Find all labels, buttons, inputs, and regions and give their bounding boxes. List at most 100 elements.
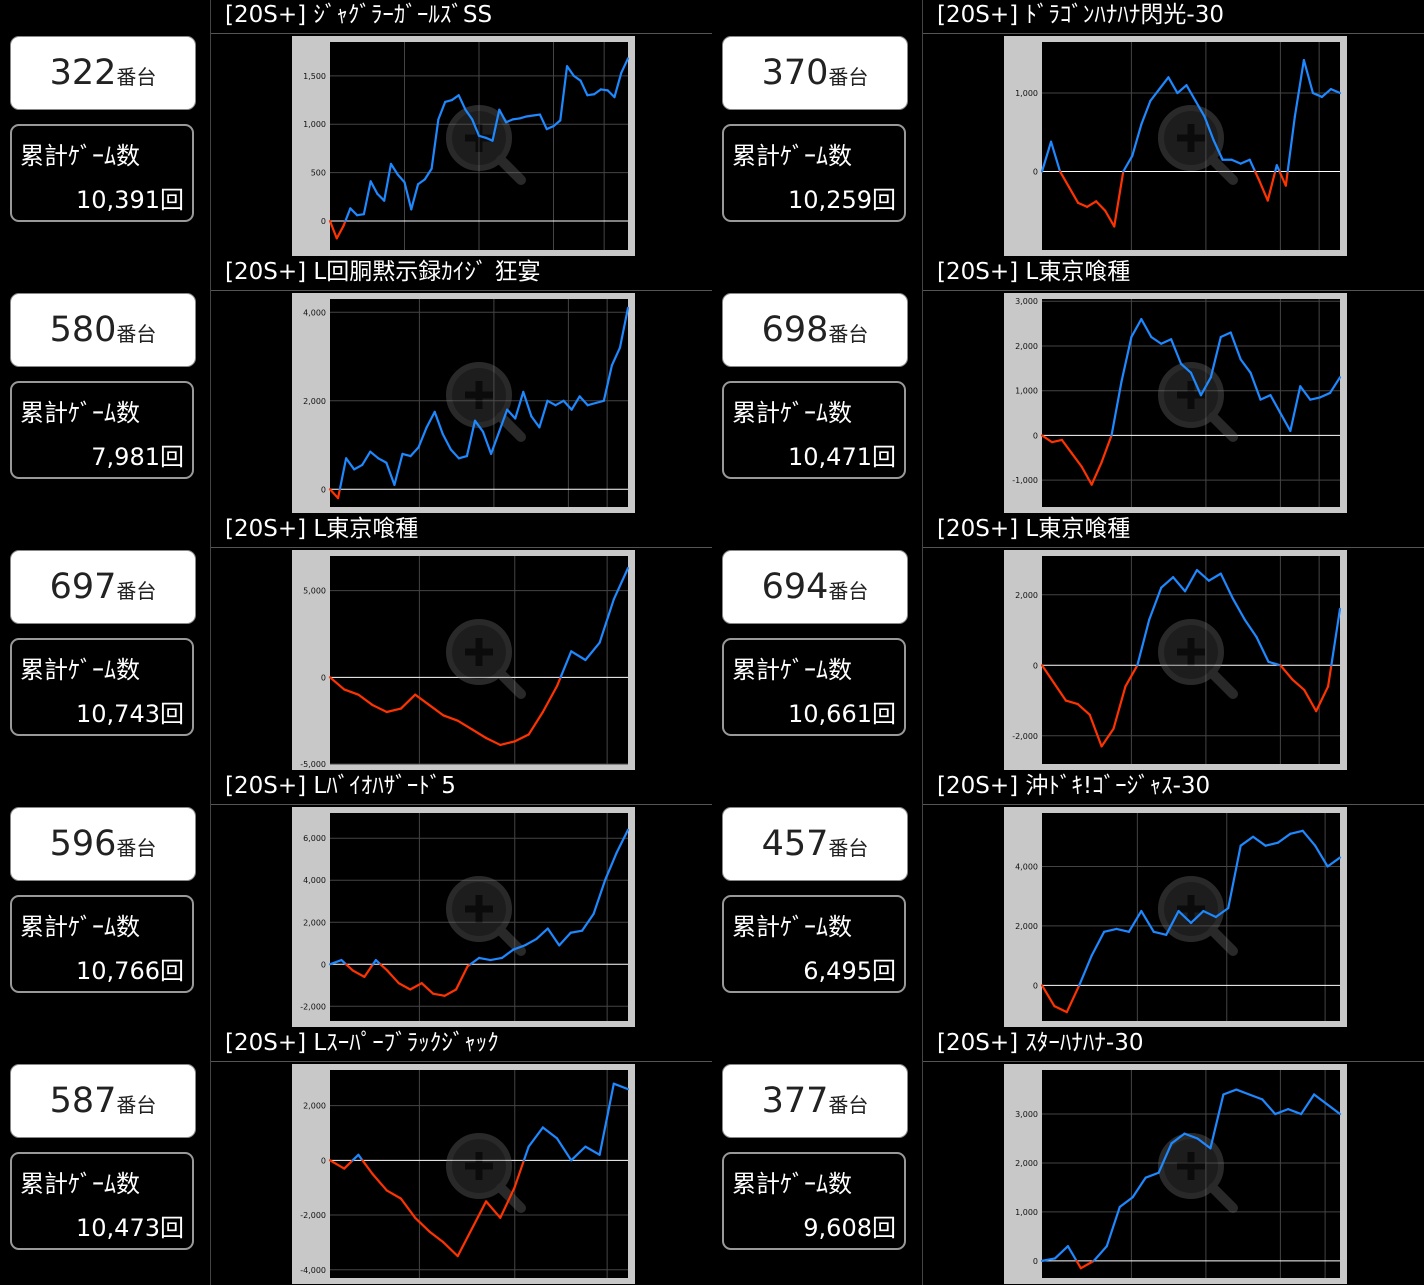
y-tick-label: 0 — [1033, 981, 1038, 990]
machine-number: 587 — [49, 1081, 117, 1121]
y-tick-label: -2,000 — [300, 1002, 326, 1011]
payout-chart[interactable]: -5,000 0 5,000 — [292, 550, 635, 770]
title-underline — [211, 33, 712, 34]
games-count-value: 10,259回 — [788, 186, 896, 214]
machine-title[interactable]: [20S+] Lｽｰﾊﾟｰﾌﾞﾗｯｸｼﾞｬｯｸ — [225, 1030, 499, 1056]
data-line-segment — [498, 108, 508, 124]
payout-chart[interactable]: 0 1,000 2,000 3,000 — [1004, 1064, 1347, 1284]
data-line-segment — [1052, 681, 1067, 702]
data-line-segment — [1176, 84, 1188, 95]
divider — [210, 771, 211, 1028]
machine-title[interactable]: [20S+] L東京喰種 — [225, 516, 419, 542]
data-line-segment — [1303, 688, 1318, 713]
data-line-segment — [1090, 930, 1106, 957]
machine-number-button[interactable]: 697番台 — [10, 550, 196, 624]
machine-number-button[interactable]: 694番台 — [722, 550, 908, 624]
machine-number: 580 — [49, 310, 117, 350]
data-line-segment — [385, 1189, 403, 1200]
data-line-segment — [612, 567, 630, 601]
machine-title[interactable]: [20S+] Lﾊﾞｲｵﾊｻﾞｰﾄﾞ5 — [225, 773, 456, 799]
machine-number-button[interactable]: 457番台 — [722, 807, 908, 881]
data-line-segment — [552, 119, 562, 128]
data-line-segment — [469, 956, 481, 966]
machine-title[interactable]: [20S+] 沖ﾄﾞｷ!ｺﾞｰｼﾞｬｽ-30 — [937, 773, 1211, 799]
chart-svg: 0 2,000 4,000 — [1015, 813, 1342, 1021]
data-line-segment — [1040, 1257, 1057, 1262]
y-tick-label: 4,000 — [1015, 862, 1038, 871]
machine-title[interactable]: [20S+] L東京喰種 — [937, 516, 1131, 542]
machine-title[interactable]: [20S+] ｼﾞｬｸﾞﾗｰｶﾞｰﾙｽﾞSS — [225, 2, 493, 28]
payout-chart[interactable]: 0 2,000 4,000 — [292, 293, 635, 513]
y-tick-label: 2,000 — [303, 1102, 326, 1111]
data-line-segment — [399, 1197, 417, 1219]
data-line-segment — [598, 1082, 615, 1156]
machine-number-button[interactable]: 580番台 — [10, 293, 196, 367]
data-line-segment — [1287, 1108, 1303, 1116]
data-line-segment — [397, 982, 412, 991]
machine-number-button[interactable]: 322番台 — [10, 36, 196, 110]
data-line-segment — [1152, 930, 1168, 936]
payout-chart[interactable]: -2,000 0 2,000 4,000 6,000 — [292, 807, 635, 1027]
machine-number-button[interactable]: 698番台 — [722, 293, 908, 367]
data-line-segment — [328, 958, 343, 966]
machine-title[interactable]: [20S+] L回胴黙示録ｶｲｼﾞ 狂宴 — [225, 259, 541, 285]
machine-title[interactable]: [20S+] ﾄﾞﾗｺﾞﾝﾊﾅﾊﾅ閃光-30 — [937, 2, 1224, 28]
data-line-segment — [1209, 335, 1222, 379]
divider — [210, 0, 211, 257]
data-line-segment — [602, 364, 613, 402]
data-line-segment — [578, 395, 589, 407]
machine-title[interactable]: [20S+] ｽﾀｰﾊﾅﾊﾅ-30 — [937, 1030, 1144, 1056]
machine-title[interactable]: [20S+] L東京喰種 — [937, 259, 1131, 285]
data-line-segment — [581, 912, 595, 932]
title-underline — [923, 1061, 1424, 1062]
data-line-segment — [457, 455, 469, 460]
y-tick-label: 2,000 — [1015, 342, 1038, 351]
data-line-segment — [414, 1216, 431, 1233]
payout-chart[interactable]: -1,000 0 1,000 2,000 3,000 — [1004, 293, 1347, 513]
payout-chart[interactable]: 0 2,000 4,000 — [1004, 807, 1347, 1027]
data-line-segment — [457, 94, 467, 111]
machine-number-button[interactable]: 377番台 — [722, 1064, 908, 1138]
data-line-segment — [1189, 371, 1203, 397]
data-line-segment — [1131, 1176, 1147, 1199]
y-tick-label: 0 — [321, 485, 326, 494]
payout-chart[interactable]: -2,000 0 2,000 — [1004, 550, 1347, 770]
data-line-segment — [1255, 635, 1270, 663]
data-line-segment — [1105, 1205, 1121, 1248]
chart-svg: -4,000 -2,000 0 2,000 — [300, 1070, 630, 1278]
data-line-segment — [328, 219, 338, 240]
data-line-segment — [1104, 209, 1116, 228]
data-line-segment — [1311, 91, 1324, 99]
machine-number-button[interactable]: 370番台 — [722, 36, 908, 110]
data-line-segment — [1309, 396, 1322, 401]
data-line-segment — [555, 676, 562, 688]
data-line-segment — [1214, 906, 1230, 919]
y-tick-label: -1,000 — [1012, 476, 1038, 485]
data-line-segment — [1088, 713, 1103, 748]
data-line-segment — [385, 461, 396, 486]
y-tick-label: 1,000 — [303, 120, 326, 129]
payout-chart[interactable]: -4,000 -2,000 0 2,000 — [292, 1064, 635, 1284]
data-line-segment — [1230, 158, 1242, 165]
machine-number-button[interactable]: 596番台 — [10, 807, 196, 881]
chart-svg: -5,000 0 5,000 — [300, 556, 630, 769]
plot-area — [1042, 556, 1340, 764]
data-line-segment — [1060, 438, 1073, 455]
data-line-segment — [598, 598, 615, 644]
data-line-segment — [1284, 170, 1289, 187]
data-line-segment — [338, 457, 348, 491]
machine-number-button[interactable]: 587番台 — [10, 1064, 196, 1138]
data-line-segment — [376, 192, 386, 202]
data-line-segment — [1049, 140, 1062, 173]
payout-chart[interactable]: 0 500 1,000 1,500 — [292, 36, 635, 256]
y-tick-label: -2,000 — [1012, 732, 1038, 741]
data-line-segment — [1170, 338, 1183, 365]
machine-number: 596 — [49, 824, 117, 864]
data-line-segment — [1078, 954, 1093, 987]
data-line-segment — [1086, 200, 1098, 208]
machine-card: 322番台 累計ｹﾞｰﾑ数 10,391回 [20S+] ｼﾞｬｸﾞﾗｰｶﾞｰﾙ… — [0, 0, 712, 257]
games-count-value: 10,471回 — [788, 443, 896, 471]
data-line-segment — [401, 452, 412, 458]
payout-chart[interactable]: 0 1,000 — [1004, 36, 1347, 256]
games-count-label: 累計ｹﾞｰﾑ数 — [20, 656, 140, 684]
